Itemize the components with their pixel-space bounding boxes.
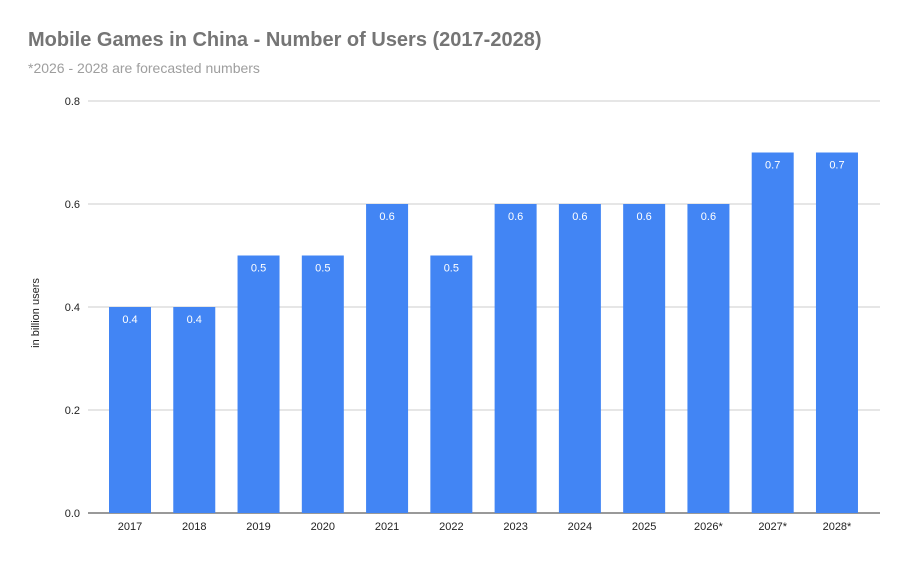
bar (366, 204, 409, 513)
x-tick-label: 2022 (439, 521, 463, 533)
y-tick-label: 0.2 (65, 405, 80, 417)
bar (751, 152, 794, 513)
x-tick-label: 2025 (632, 521, 656, 533)
y-axis-label: in billion users (30, 278, 42, 348)
bar (558, 204, 601, 513)
x-tick-label: 2017 (118, 521, 142, 533)
y-tick-label: 0.0 (65, 508, 80, 520)
data-label: 0.4 (122, 314, 137, 326)
data-label: 0.5 (444, 263, 459, 275)
y-tick-label: 0.4 (65, 302, 80, 314)
bar (687, 204, 730, 513)
data-label: 0.6 (701, 211, 716, 223)
x-tick-label: 2024 (568, 521, 592, 533)
x-tick-label: 2019 (246, 521, 270, 533)
data-label: 0.7 (765, 160, 780, 172)
data-label: 0.7 (829, 160, 844, 172)
bar (173, 307, 216, 513)
x-tick-label: 2026* (694, 521, 723, 533)
x-tick-label: 2028* (823, 521, 852, 533)
x-tick-label: 2020 (311, 521, 335, 533)
bar (301, 255, 344, 513)
data-label: 0.4 (187, 314, 202, 326)
data-label: 0.6 (508, 211, 523, 223)
x-tick-label: 2021 (375, 521, 399, 533)
bar (494, 204, 537, 513)
bar (815, 152, 858, 513)
bar (623, 204, 666, 513)
x-tick-label: 2018 (182, 521, 206, 533)
data-label: 0.6 (379, 211, 394, 223)
data-label: 0.5 (251, 263, 266, 275)
data-label: 0.6 (637, 211, 652, 223)
x-tick-label: 2023 (503, 521, 527, 533)
chart-title: Mobile Games in China - Number of Users … (28, 29, 542, 51)
y-tick-label: 0.6 (65, 199, 80, 211)
bar (237, 255, 280, 513)
chart-subtitle: *2026 - 2028 are forecasted numbers (28, 60, 260, 76)
bar (430, 255, 473, 513)
data-label: 0.6 (572, 211, 587, 223)
data-label: 0.5 (315, 263, 330, 275)
x-tick-label: 2027* (758, 521, 787, 533)
bar (109, 307, 151, 513)
y-tick-label: 0.8 (65, 96, 80, 108)
